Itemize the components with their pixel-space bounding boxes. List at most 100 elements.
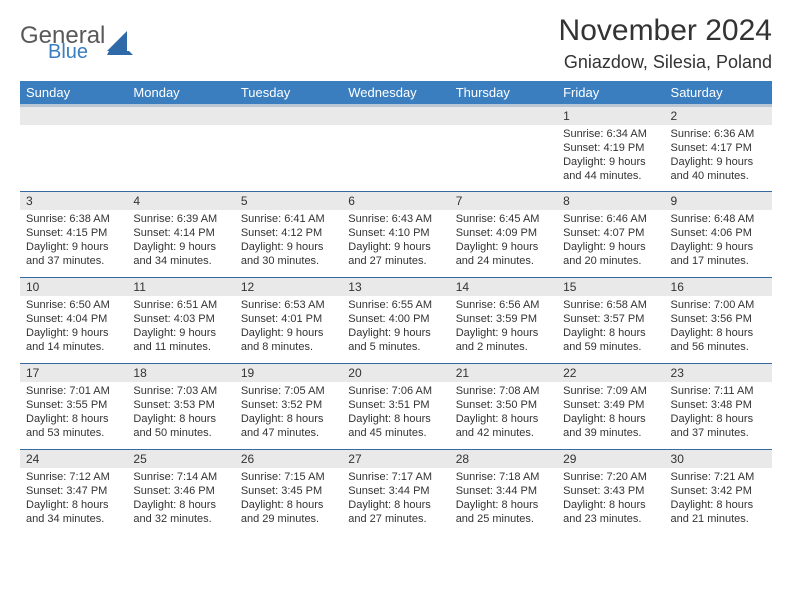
sunset-line: Sunset: 3:46 PM — [133, 484, 228, 498]
day-number: 28 — [450, 450, 557, 468]
day-details: Sunrise: 7:05 AMSunset: 3:52 PMDaylight:… — [235, 382, 342, 444]
sunrise-line: Sunrise: 7:11 AM — [671, 384, 766, 398]
daylight-line: Daylight: 9 hours and 14 minutes. — [26, 326, 121, 354]
calendar-cell: 1Sunrise: 6:34 AMSunset: 4:19 PMDaylight… — [557, 106, 664, 192]
sunrise-line: Sunrise: 7:18 AM — [456, 470, 551, 484]
day-number: 7 — [450, 192, 557, 210]
day-details: Sunrise: 6:38 AMSunset: 4:15 PMDaylight:… — [20, 210, 127, 272]
sunrise-line: Sunrise: 7:15 AM — [241, 470, 336, 484]
calendar-table: Sunday Monday Tuesday Wednesday Thursday… — [20, 81, 772, 536]
sunset-line: Sunset: 3:53 PM — [133, 398, 228, 412]
calendar-cell: 26Sunrise: 7:15 AMSunset: 3:45 PMDayligh… — [235, 450, 342, 536]
sunset-line: Sunset: 4:00 PM — [348, 312, 443, 326]
day-number: 4 — [127, 192, 234, 210]
day-details: Sunrise: 7:01 AMSunset: 3:55 PMDaylight:… — [20, 382, 127, 444]
dow-wednesday: Wednesday — [342, 81, 449, 106]
brand-logo: General Blue — [20, 24, 135, 62]
calendar-cell: 18Sunrise: 7:03 AMSunset: 3:53 PMDayligh… — [127, 364, 234, 450]
sunrise-line: Sunrise: 7:09 AM — [563, 384, 658, 398]
daylight-line: Daylight: 9 hours and 2 minutes. — [456, 326, 551, 354]
sunset-line: Sunset: 4:07 PM — [563, 226, 658, 240]
day-number: 6 — [342, 192, 449, 210]
daylight-line: Daylight: 8 hours and 59 minutes. — [563, 326, 658, 354]
sunrise-line: Sunrise: 6:51 AM — [133, 298, 228, 312]
day-details: Sunrise: 6:55 AMSunset: 4:00 PMDaylight:… — [342, 296, 449, 358]
sunrise-line: Sunrise: 6:58 AM — [563, 298, 658, 312]
daylight-line: Daylight: 8 hours and 34 minutes. — [26, 498, 121, 526]
calendar-cell: 8Sunrise: 6:46 AMSunset: 4:07 PMDaylight… — [557, 192, 664, 278]
sail-icon — [107, 29, 135, 60]
day-details: Sunrise: 7:18 AMSunset: 3:44 PMDaylight:… — [450, 468, 557, 530]
dow-friday: Friday — [557, 81, 664, 106]
day-details: Sunrise: 7:21 AMSunset: 3:42 PMDaylight:… — [665, 468, 772, 530]
day-of-week-row: Sunday Monday Tuesday Wednesday Thursday… — [20, 81, 772, 106]
calendar-week-row: 10Sunrise: 6:50 AMSunset: 4:04 PMDayligh… — [20, 278, 772, 364]
sunset-line: Sunset: 3:57 PM — [563, 312, 658, 326]
day-details: Sunrise: 7:14 AMSunset: 3:46 PMDaylight:… — [127, 468, 234, 530]
calendar-cell: 28Sunrise: 7:18 AMSunset: 3:44 PMDayligh… — [450, 450, 557, 536]
daylight-line: Daylight: 9 hours and 37 minutes. — [26, 240, 121, 268]
sunrise-line: Sunrise: 6:38 AM — [26, 212, 121, 226]
day-number: 20 — [342, 364, 449, 382]
daylight-line: Daylight: 9 hours and 44 minutes. — [563, 155, 658, 183]
daylight-line: Daylight: 8 hours and 53 minutes. — [26, 412, 121, 440]
daylight-line: Daylight: 8 hours and 45 minutes. — [348, 412, 443, 440]
sunset-line: Sunset: 3:56 PM — [671, 312, 766, 326]
day-details: Sunrise: 7:15 AMSunset: 3:45 PMDaylight:… — [235, 468, 342, 530]
calendar-week-row: 3Sunrise: 6:38 AMSunset: 4:15 PMDaylight… — [20, 192, 772, 278]
calendar-cell: 19Sunrise: 7:05 AMSunset: 3:52 PMDayligh… — [235, 364, 342, 450]
day-details: Sunrise: 6:43 AMSunset: 4:10 PMDaylight:… — [342, 210, 449, 272]
day-number — [20, 107, 127, 125]
sunset-line: Sunset: 4:15 PM — [26, 226, 121, 240]
day-number: 25 — [127, 450, 234, 468]
day-details: Sunrise: 6:51 AMSunset: 4:03 PMDaylight:… — [127, 296, 234, 358]
calendar-cell: 4Sunrise: 6:39 AMSunset: 4:14 PMDaylight… — [127, 192, 234, 278]
day-details: Sunrise: 6:41 AMSunset: 4:12 PMDaylight:… — [235, 210, 342, 272]
day-details: Sunrise: 7:20 AMSunset: 3:43 PMDaylight:… — [557, 468, 664, 530]
daylight-line: Daylight: 9 hours and 8 minutes. — [241, 326, 336, 354]
day-number: 24 — [20, 450, 127, 468]
calendar-week-row: 24Sunrise: 7:12 AMSunset: 3:47 PMDayligh… — [20, 450, 772, 536]
dow-tuesday: Tuesday — [235, 81, 342, 106]
sunset-line: Sunset: 4:09 PM — [456, 226, 551, 240]
day-number: 22 — [557, 364, 664, 382]
calendar-cell: 23Sunrise: 7:11 AMSunset: 3:48 PMDayligh… — [665, 364, 772, 450]
sunset-line: Sunset: 4:01 PM — [241, 312, 336, 326]
day-number: 27 — [342, 450, 449, 468]
month-title: November 2024 — [559, 14, 772, 48]
sunrise-line: Sunrise: 7:17 AM — [348, 470, 443, 484]
daylight-line: Daylight: 8 hours and 23 minutes. — [563, 498, 658, 526]
day-number: 9 — [665, 192, 772, 210]
sunrise-line: Sunrise: 6:36 AM — [671, 127, 766, 141]
day-number — [127, 107, 234, 125]
sunset-line: Sunset: 4:14 PM — [133, 226, 228, 240]
day-details: Sunrise: 7:08 AMSunset: 3:50 PMDaylight:… — [450, 382, 557, 444]
day-number: 29 — [557, 450, 664, 468]
brand-word-blue: Blue — [48, 42, 105, 62]
sunset-line: Sunset: 4:06 PM — [671, 226, 766, 240]
sunrise-line: Sunrise: 7:08 AM — [456, 384, 551, 398]
day-details: Sunrise: 6:46 AMSunset: 4:07 PMDaylight:… — [557, 210, 664, 272]
day-number: 11 — [127, 278, 234, 296]
sunset-line: Sunset: 3:48 PM — [671, 398, 766, 412]
sunset-line: Sunset: 4:04 PM — [26, 312, 121, 326]
day-number: 8 — [557, 192, 664, 210]
dow-saturday: Saturday — [665, 81, 772, 106]
header: General Blue November 2024 Gniazdow, Sil… — [20, 14, 772, 73]
calendar-cell: 5Sunrise: 6:41 AMSunset: 4:12 PMDaylight… — [235, 192, 342, 278]
sunset-line: Sunset: 3:59 PM — [456, 312, 551, 326]
sunrise-line: Sunrise: 6:34 AM — [563, 127, 658, 141]
sunrise-line: Sunrise: 7:14 AM — [133, 470, 228, 484]
day-number: 5 — [235, 192, 342, 210]
sunset-line: Sunset: 4:17 PM — [671, 141, 766, 155]
title-block: November 2024 Gniazdow, Silesia, Poland — [559, 14, 772, 73]
sunrise-line: Sunrise: 6:43 AM — [348, 212, 443, 226]
dow-sunday: Sunday — [20, 81, 127, 106]
daylight-line: Daylight: 9 hours and 20 minutes. — [563, 240, 658, 268]
sunrise-line: Sunrise: 6:53 AM — [241, 298, 336, 312]
daylight-line: Daylight: 8 hours and 42 minutes. — [456, 412, 551, 440]
day-details: Sunrise: 6:34 AMSunset: 4:19 PMDaylight:… — [557, 125, 664, 187]
calendar-cell: 24Sunrise: 7:12 AMSunset: 3:47 PMDayligh… — [20, 450, 127, 536]
daylight-line: Daylight: 9 hours and 40 minutes. — [671, 155, 766, 183]
calendar-week-row: 17Sunrise: 7:01 AMSunset: 3:55 PMDayligh… — [20, 364, 772, 450]
